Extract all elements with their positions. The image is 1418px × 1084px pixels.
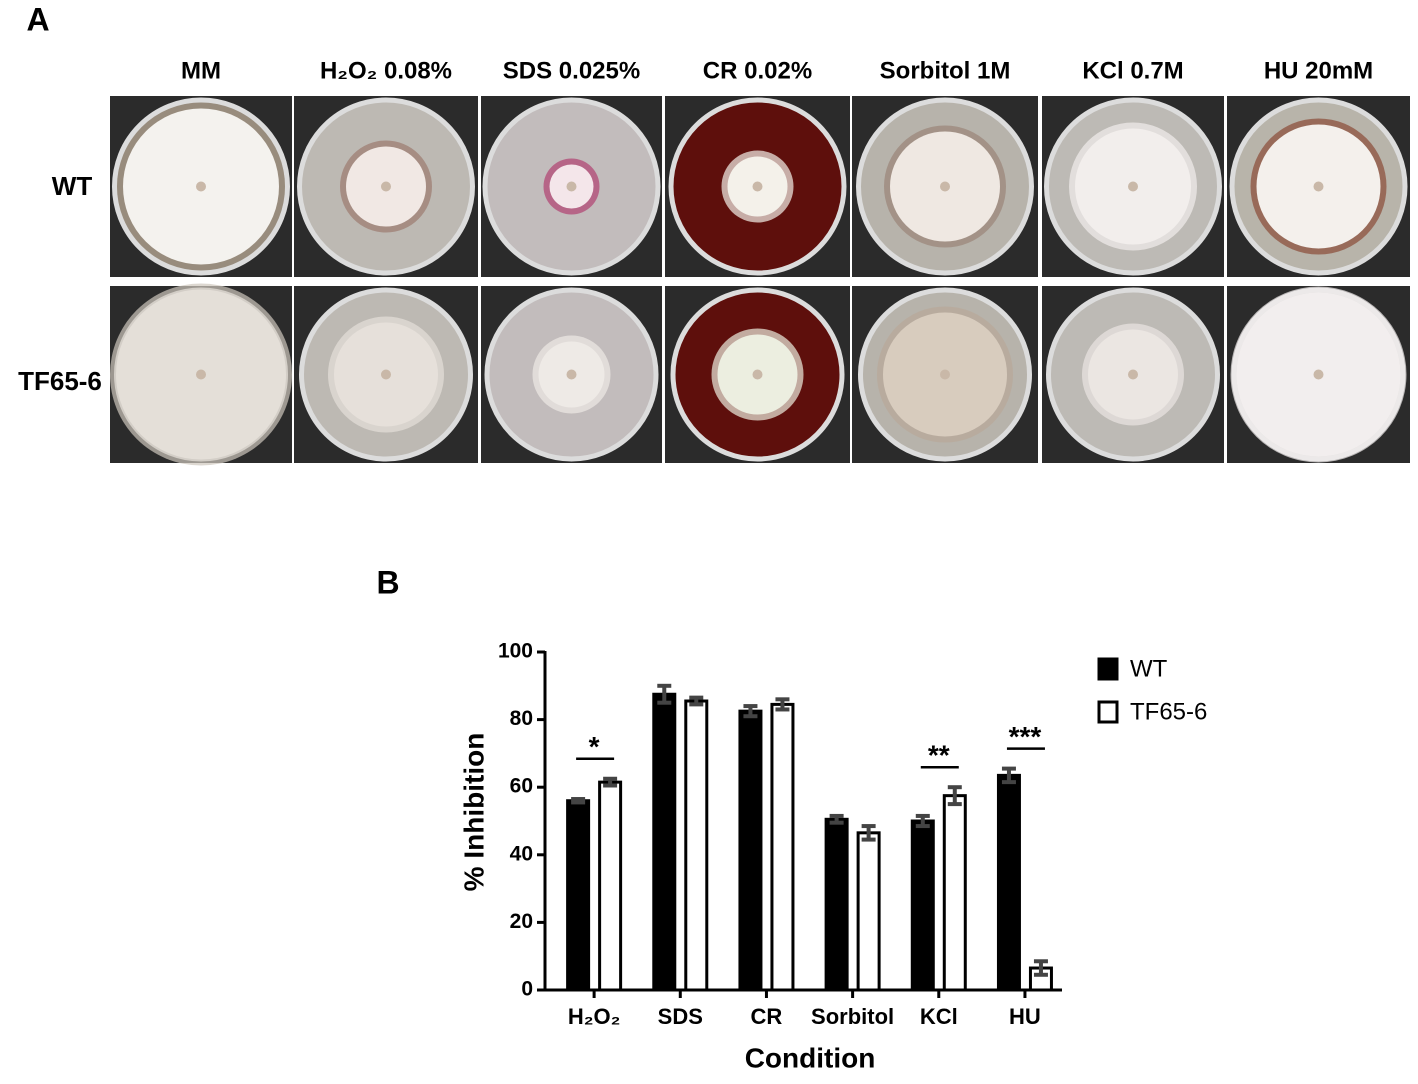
colony-center	[940, 369, 950, 380]
legend-label: TF65-6	[1130, 698, 1207, 725]
legend-swatch	[1097, 657, 1119, 681]
bar	[652, 692, 677, 992]
column-header: Sorbitol 1M	[880, 57, 1011, 84]
bar	[598, 780, 623, 992]
x-tick-label: H₂O₂	[568, 1004, 621, 1029]
colony-center	[196, 369, 206, 380]
colony-center	[1128, 369, 1138, 380]
significance-label: *	[589, 731, 600, 762]
colony-center	[940, 181, 950, 192]
error-bar	[1001, 766, 1016, 785]
y-axis-label: % Inhibition	[458, 733, 489, 892]
row-label: WT	[52, 171, 93, 201]
x-tick-label: Sorbitol	[811, 1004, 894, 1029]
column-header: KCl 0.7M	[1082, 57, 1183, 84]
colony-center	[566, 181, 577, 192]
colony-center	[196, 181, 206, 192]
bar	[942, 794, 967, 992]
column-header: HU 20mM	[1264, 57, 1373, 84]
row-label: TF65-6	[18, 366, 102, 396]
bar	[824, 817, 849, 992]
error-bar	[743, 704, 758, 719]
error-bar	[657, 683, 672, 705]
x-tick-label: SDS	[658, 1004, 703, 1029]
legend-label: WT	[1130, 655, 1168, 682]
panel-label: A	[26, 1, 49, 37]
colony-center	[752, 181, 763, 192]
colony-center	[381, 181, 391, 192]
x-tick-label: KCl	[920, 1004, 958, 1029]
colony-center	[566, 369, 577, 380]
error-bar	[915, 813, 930, 829]
column-header: MM	[181, 57, 221, 84]
bar	[566, 799, 591, 992]
colony-center	[752, 369, 763, 380]
legend-swatch	[1097, 700, 1119, 724]
y-tick-label: 80	[510, 707, 533, 730]
y-tick-label: 40	[510, 842, 533, 865]
colony-center	[381, 369, 391, 380]
error-bar	[829, 813, 844, 825]
error-bar	[603, 776, 618, 788]
bar	[738, 709, 763, 992]
significance-label: **	[928, 740, 950, 771]
panel-label: B	[376, 564, 399, 600]
y-tick-label: 60	[510, 775, 533, 798]
colony-center	[1128, 181, 1138, 192]
bar	[856, 831, 881, 992]
colony-center	[1313, 181, 1324, 192]
y-tick-label: 20	[510, 910, 533, 933]
bar	[684, 699, 709, 992]
column-header: CR 0.02%	[703, 57, 812, 84]
error-bar	[689, 695, 704, 707]
error-bar	[775, 697, 790, 712]
x-axis-label: Condition	[745, 1042, 876, 1073]
significance-label: ***	[1009, 721, 1042, 752]
column-header: SDS 0.025%	[503, 57, 640, 84]
error-bar	[571, 797, 586, 805]
error-bar	[1033, 959, 1048, 977]
bar	[910, 819, 935, 992]
y-tick-label: 100	[498, 640, 533, 663]
error-bar	[947, 785, 962, 807]
colony-center	[1313, 369, 1324, 380]
bar	[996, 773, 1021, 992]
x-tick-label: CR	[751, 1004, 783, 1029]
x-tick-label: HU	[1009, 1004, 1041, 1029]
error-bar	[861, 824, 876, 842]
column-header: H₂O₂ 0.08%	[320, 57, 452, 84]
y-tick-label: 0	[521, 978, 533, 1001]
bar	[770, 702, 795, 992]
